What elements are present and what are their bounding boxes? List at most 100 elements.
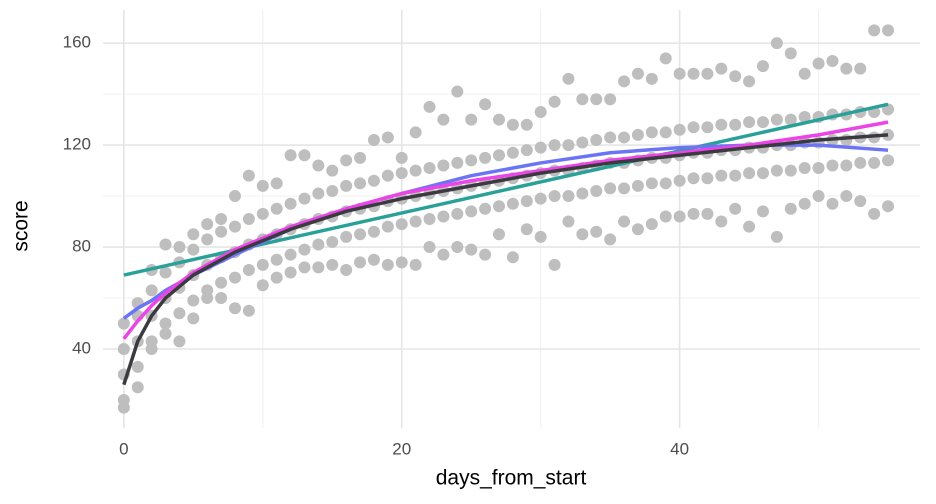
y-axis-title: score bbox=[10, 200, 33, 251]
point bbox=[659, 177, 672, 190]
x-tick-label: 20 bbox=[392, 439, 411, 458]
point bbox=[770, 164, 783, 177]
marks bbox=[117, 24, 895, 414]
point bbox=[465, 113, 478, 126]
y-tick-label: 40 bbox=[72, 338, 91, 357]
point bbox=[367, 174, 380, 187]
point bbox=[117, 342, 130, 355]
point bbox=[298, 149, 311, 162]
point bbox=[284, 266, 297, 279]
point bbox=[520, 144, 533, 157]
point bbox=[645, 177, 658, 190]
point bbox=[242, 263, 255, 276]
point bbox=[326, 258, 339, 271]
point bbox=[312, 261, 325, 274]
point bbox=[270, 253, 283, 266]
point bbox=[284, 248, 297, 261]
point bbox=[451, 241, 464, 254]
point bbox=[520, 118, 533, 131]
point bbox=[562, 139, 575, 152]
point bbox=[798, 111, 811, 124]
point bbox=[534, 105, 547, 118]
point bbox=[326, 235, 339, 248]
point bbox=[618, 131, 631, 144]
point bbox=[604, 93, 617, 106]
point bbox=[381, 169, 394, 182]
point bbox=[784, 164, 797, 177]
point bbox=[590, 184, 603, 197]
point bbox=[117, 317, 130, 330]
point bbox=[743, 220, 756, 233]
point bbox=[729, 202, 742, 215]
point bbox=[562, 72, 575, 85]
point bbox=[256, 258, 269, 271]
point bbox=[201, 284, 214, 297]
point bbox=[659, 210, 672, 223]
point bbox=[395, 151, 408, 164]
point bbox=[409, 258, 422, 271]
y-tick-label: 120 bbox=[63, 135, 91, 154]
point bbox=[492, 113, 505, 126]
point bbox=[756, 116, 769, 129]
point bbox=[826, 54, 839, 67]
point bbox=[631, 179, 644, 192]
point bbox=[367, 225, 380, 238]
x-axis-title: days_from_start bbox=[436, 467, 587, 490]
point bbox=[284, 149, 297, 162]
point bbox=[159, 317, 172, 330]
point bbox=[687, 172, 700, 185]
point bbox=[354, 228, 367, 241]
point bbox=[798, 162, 811, 175]
point bbox=[673, 210, 686, 223]
point bbox=[326, 184, 339, 197]
point bbox=[228, 271, 241, 284]
point bbox=[673, 123, 686, 136]
point bbox=[312, 159, 325, 172]
point bbox=[701, 207, 714, 220]
point bbox=[659, 52, 672, 65]
fit-line bbox=[122, 120, 889, 340]
point bbox=[604, 182, 617, 195]
point bbox=[618, 75, 631, 88]
point bbox=[618, 182, 631, 195]
point bbox=[340, 263, 353, 276]
point bbox=[687, 207, 700, 220]
point bbox=[159, 266, 172, 279]
point bbox=[409, 215, 422, 228]
point bbox=[562, 190, 575, 203]
point bbox=[534, 230, 547, 243]
point bbox=[784, 202, 797, 215]
point bbox=[812, 57, 825, 70]
point bbox=[715, 215, 728, 228]
point bbox=[756, 167, 769, 180]
point bbox=[145, 335, 158, 348]
point bbox=[687, 121, 700, 134]
point bbox=[381, 220, 394, 233]
point bbox=[673, 67, 686, 80]
point bbox=[215, 292, 228, 305]
point bbox=[423, 162, 436, 175]
point bbox=[256, 179, 269, 192]
point bbox=[729, 169, 742, 182]
point bbox=[354, 151, 367, 164]
point bbox=[354, 177, 367, 190]
point bbox=[826, 197, 839, 210]
point bbox=[687, 67, 700, 80]
point bbox=[256, 207, 269, 220]
point bbox=[465, 243, 478, 256]
point bbox=[381, 131, 394, 144]
point bbox=[784, 113, 797, 126]
point bbox=[270, 271, 283, 284]
point bbox=[562, 215, 575, 228]
y-tick-label: 80 bbox=[72, 237, 91, 256]
point bbox=[437, 210, 450, 223]
point bbox=[645, 126, 658, 139]
point bbox=[770, 37, 783, 50]
point bbox=[117, 393, 130, 406]
point bbox=[826, 159, 839, 172]
point bbox=[604, 131, 617, 144]
x-tick-label: 40 bbox=[670, 439, 689, 458]
point bbox=[423, 241, 436, 254]
point bbox=[701, 172, 714, 185]
point bbox=[520, 223, 533, 236]
